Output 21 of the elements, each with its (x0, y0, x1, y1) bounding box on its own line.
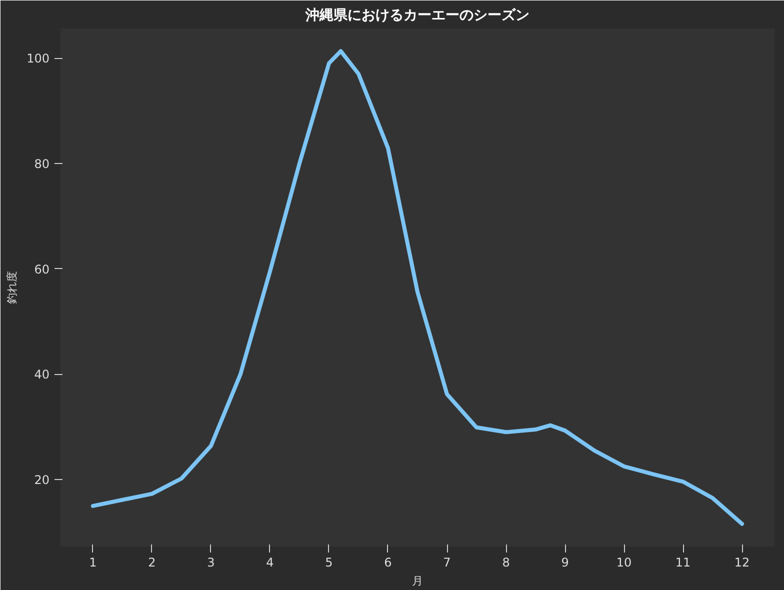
line-series (90, 49, 744, 526)
y-tick-label: 100 (26, 52, 50, 66)
x-tick-label: 10 (616, 556, 632, 570)
y-tick-label: 60 (34, 262, 50, 276)
x-tick-label: 12 (734, 556, 750, 570)
x-tick-label: 6 (384, 556, 392, 570)
y-tick-label: 80 (34, 156, 50, 171)
x-tick-label: 3 (207, 556, 215, 570)
x-tick-label: 7 (443, 556, 451, 570)
x-tick-label: 8 (502, 556, 510, 570)
x-tick-label: 9 (561, 556, 569, 570)
x-tick-label: 2 (148, 556, 156, 570)
x-axis-title: 月 (412, 574, 423, 588)
x-tick-label: 4 (266, 556, 274, 570)
y-tick-label: 40 (34, 368, 50, 382)
x-tick-label: 1 (89, 556, 97, 570)
y-axis-title: 釣れ度 (6, 271, 19, 304)
x-tick-label: 5 (325, 556, 333, 570)
chart-title: 沖縄県におけるカーエーのシーズン (304, 8, 530, 24)
x-tick-label: 11 (675, 556, 691, 570)
y-tick-label: 20 (34, 473, 50, 488)
